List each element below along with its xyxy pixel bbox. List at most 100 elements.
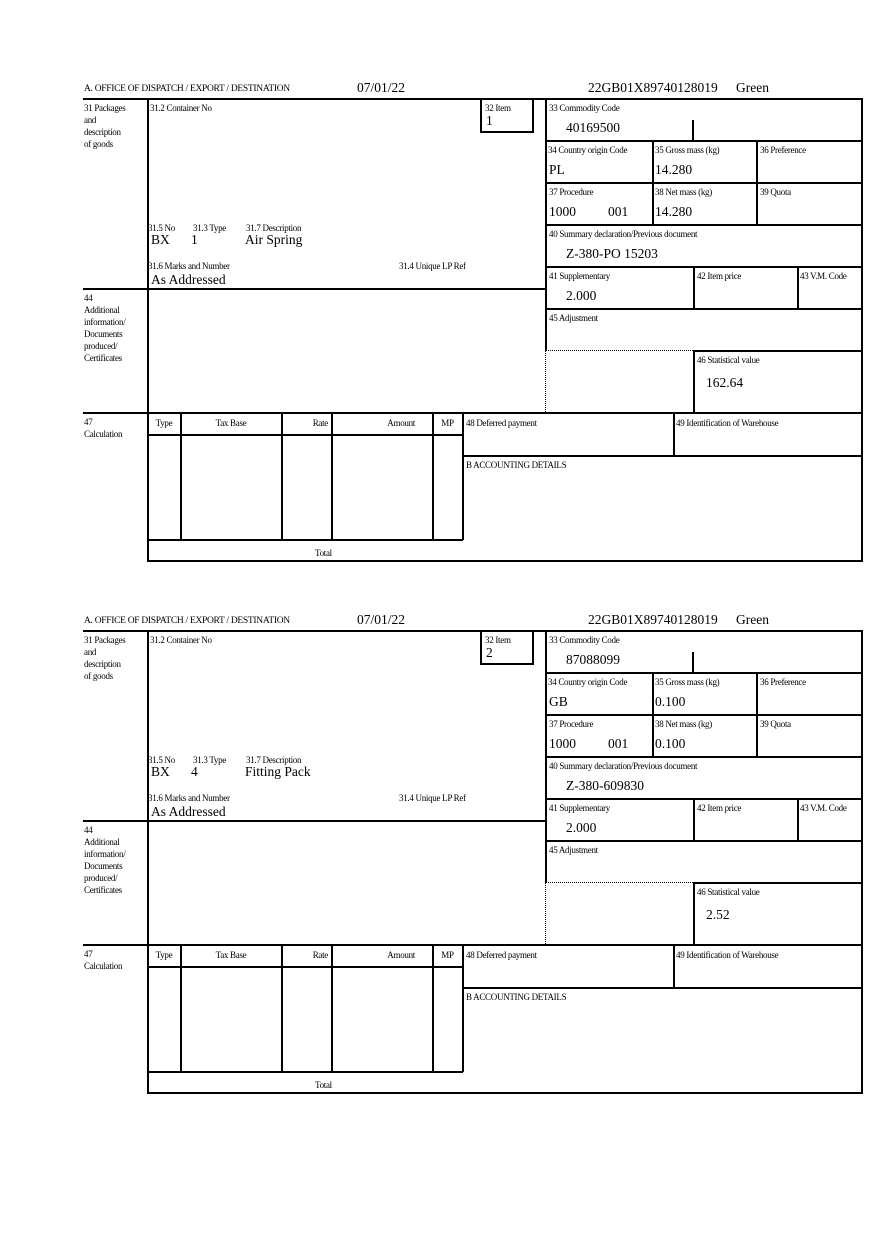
supplementary-units: 2.000 [566, 820, 597, 835]
divider [462, 455, 862, 457]
divider [692, 652, 694, 672]
description-label: 31.7 Description [246, 755, 302, 765]
item-price-label: 42 Item price [697, 271, 742, 281]
deferred-payment-label: 48 Deferred payment [466, 950, 537, 960]
gross-mass: 0.100 [655, 694, 686, 709]
divider [462, 412, 464, 540]
additional-info-label: 44 Additional information/ Documents pro… [84, 293, 126, 363]
marks-value: As Addressed [151, 804, 226, 819]
vm-code-label: 43 V.M. Code [800, 271, 847, 281]
divider [545, 140, 862, 142]
procedure: 1000 [549, 736, 576, 751]
additional-info-label: 44 Additional information/ Documents pro… [84, 825, 126, 895]
divider [693, 350, 695, 412]
divider [147, 966, 463, 968]
divider [432, 412, 434, 540]
statistical-value: 162.64 [706, 375, 744, 390]
divider [180, 944, 182, 1072]
divider [83, 98, 863, 100]
statistical-value-label: 46 Statistical value [697, 355, 760, 365]
packages-label: 31 Packages and description of goods [84, 635, 126, 681]
adjustment-label: 45 Adjustment [549, 845, 598, 855]
divider [147, 1092, 863, 1094]
description-label: 31.7 Description [246, 223, 302, 233]
no-label: 31.5 No [148, 223, 175, 233]
commodity-code-label: 33 Commodity Code [549, 635, 620, 645]
divider [532, 630, 534, 664]
net-mass: 14.280 [655, 204, 693, 219]
rate-header: Rate [312, 418, 329, 428]
divider [673, 412, 675, 455]
divider [83, 820, 546, 822]
net-mass: 0.100 [655, 736, 686, 751]
divider [83, 412, 863, 414]
divider [756, 672, 758, 756]
package-kind: BX [151, 232, 170, 247]
divider [797, 266, 799, 308]
procedure-label: 37 Procedure [549, 719, 594, 729]
procedure-label: 37 Procedure [549, 187, 594, 197]
previous-document: Z-380-609830 [566, 778, 644, 793]
container-no-label: 31.2 Container No [150, 635, 212, 645]
reference: 22GB01X89740128019 [588, 80, 718, 95]
divider [673, 944, 675, 987]
warehouse-label: 49 Identification of Warehouse [676, 418, 779, 428]
supplementary-label: 41 Supplementary [549, 271, 610, 281]
commodity-code: 87088099 [566, 652, 620, 667]
package-count: 4 [191, 764, 198, 779]
country-origin: PL [549, 162, 565, 177]
divider [462, 987, 862, 989]
divider [147, 98, 149, 561]
channel: Green [736, 80, 769, 95]
divider [545, 672, 862, 674]
net-mass-label: 38 Net mass (kg) [655, 719, 712, 729]
divider [652, 672, 654, 756]
accounting-details-label: B ACCOUNTING DETAILS [466, 460, 567, 470]
declaration-item-form: A. OFFICE OF DISPATCH / EXPORT / DESTINA… [0, 0, 882, 562]
quota-label: 39 Quota [760, 719, 791, 729]
net-mass-label: 38 Net mass (kg) [655, 187, 712, 197]
gross-mass: 14.280 [655, 162, 693, 177]
item-price-label: 42 Item price [697, 803, 742, 813]
divider [545, 351, 546, 412]
divider [545, 882, 693, 883]
divider [545, 182, 862, 184]
quota-label: 39 Quota [760, 187, 791, 197]
divider [147, 539, 463, 541]
divider [545, 714, 862, 716]
commodity-code-label: 33 Commodity Code [549, 103, 620, 113]
channel: Green [736, 612, 769, 627]
mp-header: MP [441, 950, 454, 960]
vm-code-label: 43 V.M. Code [800, 803, 847, 813]
divider [693, 882, 695, 944]
type-label: 31.3 Type [193, 223, 227, 233]
goods-description: Fitting Pack [245, 764, 311, 779]
divider [480, 630, 482, 664]
goods-description: Air Spring [245, 232, 303, 247]
divider [83, 288, 546, 290]
adjustment-label: 45 Adjustment [549, 313, 598, 323]
divider [861, 98, 863, 561]
divider [462, 944, 464, 1072]
marks-label: 31.6 Marks and Number [148, 261, 230, 271]
divider [432, 944, 434, 1072]
divider [861, 630, 863, 1093]
container-no-label: 31.2 Container No [150, 103, 212, 113]
preference-label: 36 Preference [760, 145, 806, 155]
divider [545, 224, 862, 226]
statistical-value-label: 46 Statistical value [697, 887, 760, 897]
type-label: 31.3 Type [193, 755, 227, 765]
divider [83, 630, 863, 632]
office-header-label: A. OFFICE OF DISPATCH / EXPORT / DESTINA… [84, 616, 290, 626]
divider [756, 140, 758, 224]
divider [480, 131, 534, 133]
divider [693, 350, 862, 352]
divider [545, 756, 862, 758]
packages-label: 31 Packages and description of goods [84, 103, 126, 149]
divider [83, 944, 863, 946]
item-label: 32 Item [485, 103, 511, 113]
preference-label: 36 Preference [760, 677, 806, 687]
item-no: 1 [486, 113, 493, 128]
procedure-additional: 001 [608, 204, 629, 219]
divider [545, 840, 862, 842]
